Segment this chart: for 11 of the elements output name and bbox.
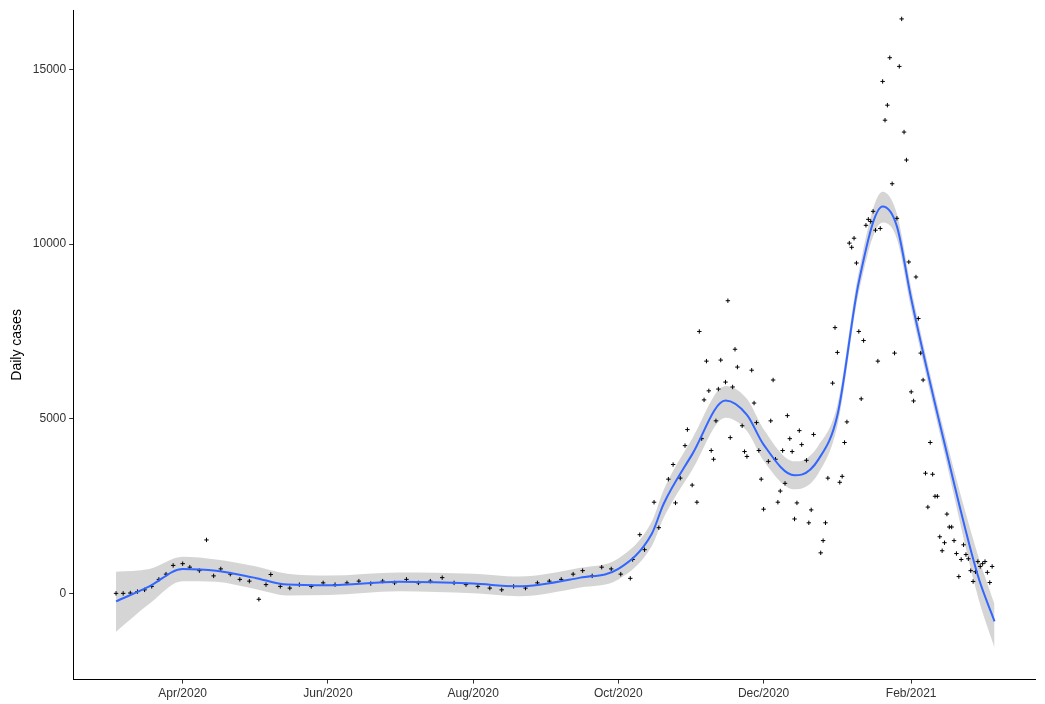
y-axis-title: Daily cases	[8, 309, 25, 381]
x-tick-label: Apr/2020	[158, 686, 208, 701]
x-tick-label: Jun/2020	[303, 686, 353, 701]
y-tick-label: 5000	[39, 411, 67, 426]
x-tick-label: Oct/2020	[594, 686, 644, 701]
y-tick-label: 0	[59, 585, 67, 600]
x-tick-label: Dec/2020	[737, 686, 790, 701]
x-tick-label: Aug/2020	[447, 686, 500, 701]
y-tick-label: 15000	[32, 61, 67, 76]
x-tick-label: Feb/2021	[885, 686, 937, 701]
y-tick-label: 10000	[32, 236, 67, 251]
